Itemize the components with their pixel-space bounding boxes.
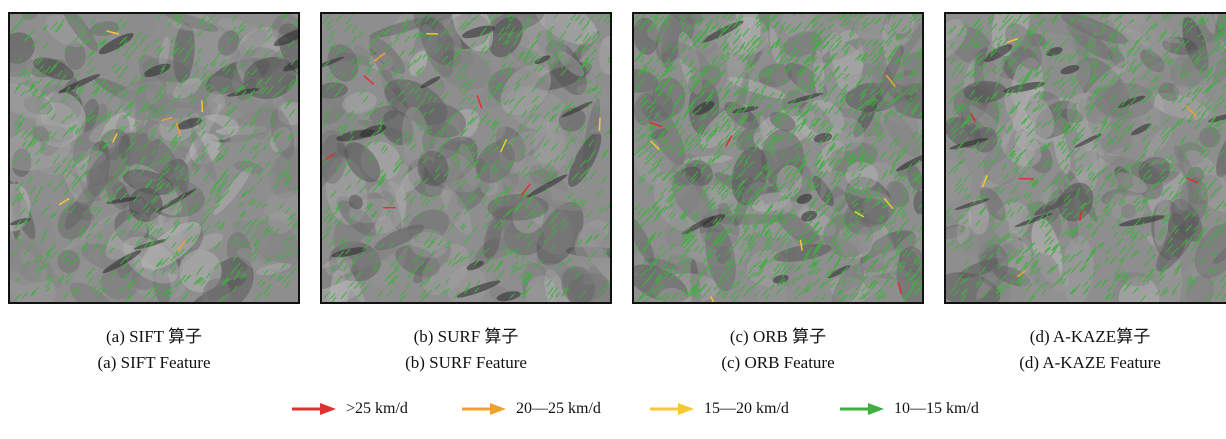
surf-feature-image <box>320 12 612 304</box>
legend-item-green: 10—15 km/d <box>838 396 979 422</box>
panel-sift: (a) SIFT 算子 (a) SIFT Feature <box>8 12 300 376</box>
sift-vector-field <box>10 14 298 302</box>
caption-cn-surf: (b) SURF 算子 <box>413 327 519 346</box>
legend-label: 10—15 km/d <box>894 400 979 417</box>
arrow-icon <box>292 403 336 415</box>
caption-cn-orb: (c) ORB 算子 <box>729 327 827 346</box>
caption-cn-sift: (a) SIFT 算子 <box>105 327 202 346</box>
akaze-feature-image <box>944 12 1226 304</box>
sift-feature-image <box>8 12 300 304</box>
drift-vectors <box>10 14 298 302</box>
drift-vectors <box>634 14 922 302</box>
caption-cn-akaze: (d) A-KAZE算子 <box>1029 327 1151 346</box>
orb-feature-image <box>632 12 924 304</box>
orb-vector-field <box>634 14 922 302</box>
panel-akaze: (d) A-KAZE算子 (d) A-KAZE Feature <box>944 12 1226 376</box>
speed-legend: >25 km/d 20—25 km/d 15—20 km/d 10—15 km/… <box>0 396 1226 422</box>
arrow-icon <box>462 403 506 415</box>
arrow-icon <box>650 403 694 415</box>
surf-vector-field <box>322 14 610 302</box>
caption-en-orb: (c) ORB Feature <box>721 353 835 372</box>
panel-surf: (b) SURF 算子 (b) SURF Feature <box>320 12 612 376</box>
akaze-vector-field <box>946 14 1226 302</box>
legend-item-yellow: 15—20 km/d <box>648 396 789 422</box>
caption-en-sift: (a) SIFT Feature <box>97 353 211 372</box>
drift-vectors <box>946 14 1226 302</box>
legend-label: >25 km/d <box>346 400 408 417</box>
legend-item-orange: 20—25 km/d <box>460 396 601 422</box>
arrow-icon <box>840 403 884 415</box>
drift-vectors <box>322 14 610 302</box>
legend-item-red: >25 km/d <box>290 396 408 422</box>
legend-label: 20—25 km/d <box>516 400 601 417</box>
legend-label: 15—20 km/d <box>704 400 789 417</box>
caption-en-surf: (b) SURF Feature <box>405 353 527 372</box>
panel-orb: (c) ORB 算子 (c) ORB Feature <box>632 12 924 376</box>
caption-en-akaze: (d) A-KAZE Feature <box>1019 353 1161 372</box>
